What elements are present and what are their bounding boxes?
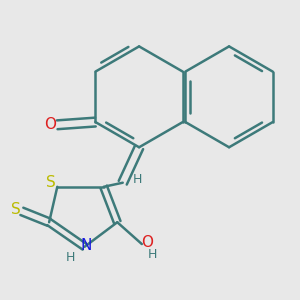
Text: N: N — [80, 238, 92, 253]
Text: S: S — [11, 202, 21, 217]
Text: H: H — [66, 251, 76, 264]
Text: O: O — [141, 235, 153, 250]
Text: H: H — [133, 173, 142, 187]
Text: S: S — [46, 175, 56, 190]
Text: H: H — [148, 248, 158, 262]
Text: O: O — [44, 117, 56, 132]
